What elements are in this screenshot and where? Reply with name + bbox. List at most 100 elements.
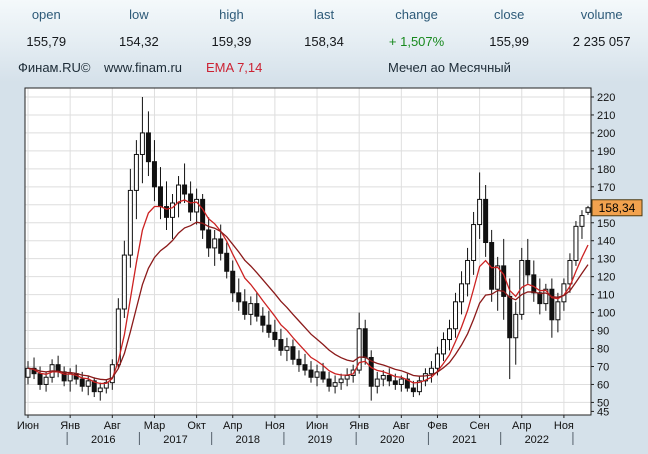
y-axis-label: 50 <box>597 397 609 409</box>
candle-body <box>254 303 260 317</box>
candle-body <box>380 374 386 380</box>
year-label: 2019 <box>308 434 332 446</box>
candle-body <box>314 371 320 378</box>
quote-volume-label: volume <box>580 7 623 22</box>
candle-body <box>308 369 314 378</box>
candle-body <box>266 324 272 333</box>
candle-body <box>332 382 338 387</box>
finam-site-link[interactable]: www.finam.ru <box>104 60 183 75</box>
y-axis-label: 120 <box>597 272 615 284</box>
candle-body <box>392 380 398 385</box>
candle-body <box>296 358 302 366</box>
candle-body <box>477 198 483 226</box>
month-label: Янв <box>349 420 369 432</box>
quote-header-row: open low high last change close volume <box>0 0 648 28</box>
month-label: Ноя <box>554 420 574 432</box>
month-label: Апр <box>512 420 531 432</box>
candle-body <box>386 374 392 382</box>
y-axis-label: 45 <box>597 406 609 418</box>
candle-body <box>573 225 579 261</box>
quote-high-label: high <box>219 7 244 22</box>
candle-body <box>218 238 224 254</box>
ema14-line <box>27 221 589 381</box>
price-chart[interactable]: 2202102001901801701601501401301201101009… <box>0 82 648 454</box>
year-label: 2016 <box>91 434 115 446</box>
month-label: Авг <box>104 420 121 432</box>
candle-body <box>224 252 230 272</box>
candle-body <box>194 198 200 213</box>
candle-body <box>206 229 212 249</box>
candle-body <box>410 387 416 393</box>
candle-body <box>579 215 585 227</box>
candle-body <box>25 367 31 378</box>
candle-body <box>555 301 561 321</box>
y-axis-label: 220 <box>597 92 615 104</box>
quote-last-label: last <box>313 7 335 22</box>
candle-body <box>434 353 440 369</box>
candle-body <box>483 198 489 244</box>
y-axis-label: 180 <box>597 164 615 176</box>
candle-body <box>525 259 531 276</box>
y-axis-label: 110 <box>597 290 615 302</box>
quote-low-label: low <box>129 7 149 22</box>
candle-body <box>115 308 121 366</box>
chart-title: Мечел ао Месячный <box>388 60 511 75</box>
candle-body <box>248 303 254 315</box>
plot-border <box>24 87 592 416</box>
quote-close-label: close <box>493 7 525 22</box>
candle-body <box>133 153 139 191</box>
y-axis-label: 170 <box>597 182 615 194</box>
candle-body <box>585 207 591 213</box>
year-label: 2018 <box>236 434 260 446</box>
month-label: Янв <box>60 420 80 432</box>
y-axis-label: 190 <box>597 146 615 158</box>
y-axis-label: 60 <box>597 379 609 391</box>
candle-body <box>416 380 422 393</box>
candle-body <box>121 254 127 310</box>
candle-body <box>182 184 188 195</box>
candle-body <box>260 315 266 326</box>
y-axis-label: 140 <box>597 236 615 248</box>
candle-body <box>453 301 459 330</box>
candle-body <box>236 292 242 303</box>
candle-body <box>97 387 103 393</box>
candle-body <box>170 202 176 218</box>
y-axis-label: 70 <box>597 361 609 373</box>
month-label: Ноя <box>265 420 285 432</box>
candle-body <box>398 378 404 385</box>
candle-body <box>404 378 410 389</box>
candle-body <box>157 186 163 208</box>
price-tag-label: 158,34 <box>599 201 636 215</box>
candle-body <box>79 378 85 387</box>
candle-body <box>43 376 49 385</box>
year-label: 2022 <box>525 434 549 446</box>
quote-open-value: 155,79 <box>26 33 67 49</box>
candle-body <box>543 288 549 305</box>
chart-subheader: Финам.RU© www.finam.ru EMA 7,14 Мечел ао… <box>0 54 648 82</box>
candle-body <box>37 373 43 385</box>
candle-body <box>356 328 362 371</box>
candle-body <box>272 331 278 341</box>
candle-body <box>145 132 151 163</box>
candle-body <box>164 206 169 218</box>
candle-body <box>549 288 555 321</box>
y-axis-label: 210 <box>597 110 615 122</box>
candle-body <box>242 301 248 315</box>
candle-body <box>495 265 501 290</box>
quote-open-label: open <box>31 7 61 22</box>
candle-body <box>428 367 434 375</box>
candle-body <box>230 270 236 294</box>
y-axis-label: 80 <box>597 344 609 356</box>
candle-body <box>471 224 477 261</box>
candle-body <box>368 357 374 387</box>
candle-body <box>302 364 308 371</box>
candle-body <box>176 184 182 204</box>
month-label: Апр <box>223 420 242 432</box>
candle-body <box>290 346 296 360</box>
candle-body <box>151 161 157 188</box>
candle-body <box>338 378 344 384</box>
price-tag <box>591 199 643 217</box>
candle-body <box>278 339 284 351</box>
candle-body <box>85 380 91 387</box>
quote-volume-value: 2 235 057 <box>572 33 631 49</box>
